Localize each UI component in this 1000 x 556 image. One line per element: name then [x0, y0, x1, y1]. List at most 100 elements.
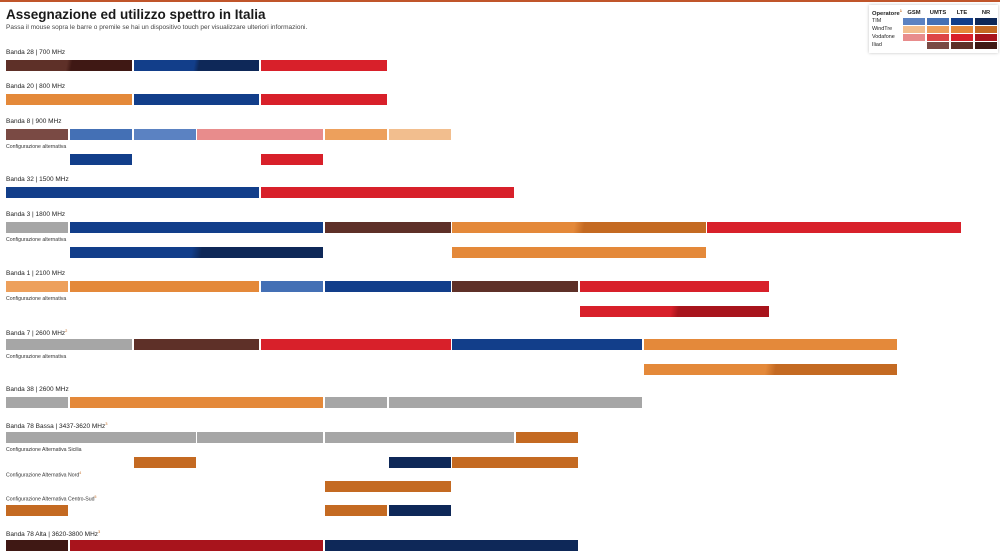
spectrum-bar[interactable]	[388, 129, 451, 140]
spectrum-bar[interactable]	[69, 281, 260, 292]
spectrum-bar[interactable]	[579, 281, 770, 292]
spectrum-bar[interactable]	[6, 505, 69, 516]
alt-config-label-text: Configurazione Alternativa Nord	[6, 472, 80, 479]
spectrum-bar[interactable]	[6, 339, 132, 350]
alt-config-label: Configurazione alternativa	[6, 144, 66, 150]
spectrum-bar[interactable]	[69, 129, 132, 140]
spectrum-bar[interactable]	[6, 94, 132, 105]
spectrum-bar[interactable]	[324, 432, 515, 443]
spectrum-bar[interactable]	[452, 339, 642, 350]
legend-table: Operatore1 GSM UMTS LTE NR TIM WindTre Vod…	[872, 8, 998, 49]
alt-config-label-text: Configurazione alternativa	[6, 144, 67, 150]
alt-config-label: Configurazione alternativa	[6, 237, 66, 243]
spectrum-bar[interactable]	[388, 457, 451, 468]
legend-swatch	[903, 17, 925, 25]
spectrum-bar[interactable]	[324, 281, 451, 292]
spectrum-bar[interactable]	[133, 94, 260, 105]
spectrum-bar[interactable]	[69, 397, 324, 408]
spectrum-bar[interactable]	[261, 187, 515, 198]
spectrum-bar[interactable]	[388, 397, 642, 408]
spectrum-bar[interactable]	[133, 339, 260, 350]
legend-swatch	[975, 33, 997, 41]
band-label: Banda 7 | 2600 MHz2	[6, 328, 67, 337]
spectrum-bar[interactable]	[261, 94, 387, 105]
spectrum-bar[interactable]	[643, 339, 897, 350]
band-label-text: Banda 32 | 1500 MHz	[6, 176, 69, 183]
legend-swatch	[903, 25, 925, 33]
alt-config-note: 5	[94, 495, 97, 499]
spectrum-bar[interactable]	[6, 432, 196, 443]
band-label-text: Banda 78 Bassa | 3437-3620 MHz	[6, 423, 106, 431]
legend-header-nr: NR	[981, 9, 991, 16]
band-label-note: 3	[98, 529, 101, 534]
spectrum-bar[interactable]	[6, 540, 69, 551]
spectrum-bar[interactable]	[324, 505, 387, 516]
spectrum-bar[interactable]	[133, 60, 260, 71]
spectrum-bar[interactable]	[452, 247, 706, 258]
spectrum-bar[interactable]	[69, 154, 132, 165]
spectrum-bar[interactable]	[643, 364, 897, 375]
spectrum-bar[interactable]	[516, 432, 579, 443]
alt-config-label-text: Configurazione alternativa	[6, 237, 67, 243]
spectrum-bar[interactable]	[6, 187, 260, 198]
spectrum-bar[interactable]	[6, 222, 69, 233]
spectrum-bar[interactable]	[6, 60, 132, 71]
band-label: Banda 8 | 900 MHz	[6, 118, 62, 125]
page-title: Assegnazione ed utilizzo spettro in Ital…	[6, 7, 266, 22]
band-label-text: Banda 28 | 700 MHz	[6, 49, 66, 56]
spectrum-bar[interactable]	[69, 540, 324, 551]
legend-swatch	[951, 33, 973, 41]
spectrum-bar[interactable]	[6, 397, 69, 408]
band-label-text: Banda 7 | 2600 MHz	[6, 330, 66, 338]
legend-header-lte: LTE	[956, 9, 968, 16]
alt-config-label: Configurazione alternativa	[6, 296, 66, 302]
spectrum-bar[interactable]	[388, 505, 451, 516]
legend-swatch	[951, 41, 973, 49]
band-label-text: Banda 78 Alta | 3620-3800 MHz	[6, 531, 99, 539]
band-label: Banda 20 | 800 MHz	[6, 83, 65, 90]
spectrum-bar[interactable]	[197, 129, 324, 140]
band-label: Banda 28 | 700 MHz	[6, 49, 65, 56]
alt-config-label: Configurazione Alternativa Centro-Sud5	[6, 495, 96, 503]
spectrum-bar[interactable]	[197, 432, 324, 443]
spectrum-bar[interactable]	[6, 281, 69, 292]
spectrum-bar[interactable]	[261, 154, 324, 165]
band-label-text: Banda 38 | 2600 MHz	[6, 386, 69, 393]
spectrum-bar[interactable]	[261, 339, 451, 350]
alt-config-label-text: Configurazione alternativa	[6, 296, 67, 302]
spectrum-bar[interactable]	[324, 397, 387, 408]
spectrum-bar[interactable]	[452, 222, 706, 233]
spectrum-bar[interactable]	[324, 540, 579, 551]
band-label-text: Banda 3 | 1800 MHz	[6, 211, 66, 218]
alt-config-label: Configurazione Alternativa Sicilia	[6, 447, 82, 453]
spectrum-bar[interactable]	[261, 60, 387, 71]
legend-swatch	[903, 33, 925, 41]
legend-swatch	[951, 25, 973, 33]
spectrum-bar[interactable]	[69, 247, 324, 258]
legend-operator-name: TIM	[872, 18, 882, 24]
band-label-text: Banda 20 | 800 MHz	[6, 83, 66, 90]
spectrum-bar[interactable]	[69, 222, 324, 233]
spectrum-bar[interactable]	[6, 129, 69, 140]
spectrum-bar[interactable]	[324, 481, 451, 492]
legend-header-umts: UMTS	[929, 9, 947, 16]
band-label: Banda 78 Bassa | 3437-3620 MHz3	[6, 421, 108, 430]
legend-swatch	[903, 42, 925, 49]
spectrum-bar[interactable]	[707, 222, 961, 233]
legend-swatch	[951, 17, 973, 25]
spectrum-bar[interactable]	[324, 222, 451, 233]
page-subtitle: Passa il mouse sopra le barre o premile …	[6, 24, 308, 31]
legend-header-operator: Operatore1	[872, 8, 902, 17]
spectrum-bar[interactable]	[579, 306, 770, 317]
band-label: Banda 38 | 2600 MHz	[6, 386, 69, 393]
spectrum-bar[interactable]	[133, 129, 196, 140]
spectrum-bar[interactable]	[261, 281, 324, 292]
spectrum-bar[interactable]	[133, 457, 196, 468]
operator-legend: Operatore1 GSM UMTS LTE NR TIM WindTre Vod…	[869, 5, 998, 53]
spectrum-bar[interactable]	[452, 457, 579, 468]
spectrum-bar[interactable]	[324, 129, 387, 140]
spectrum-bar[interactable]	[452, 281, 579, 292]
legend-row-tim: TIM	[872, 17, 998, 25]
band-label: Banda 3 | 1800 MHz	[6, 211, 65, 218]
